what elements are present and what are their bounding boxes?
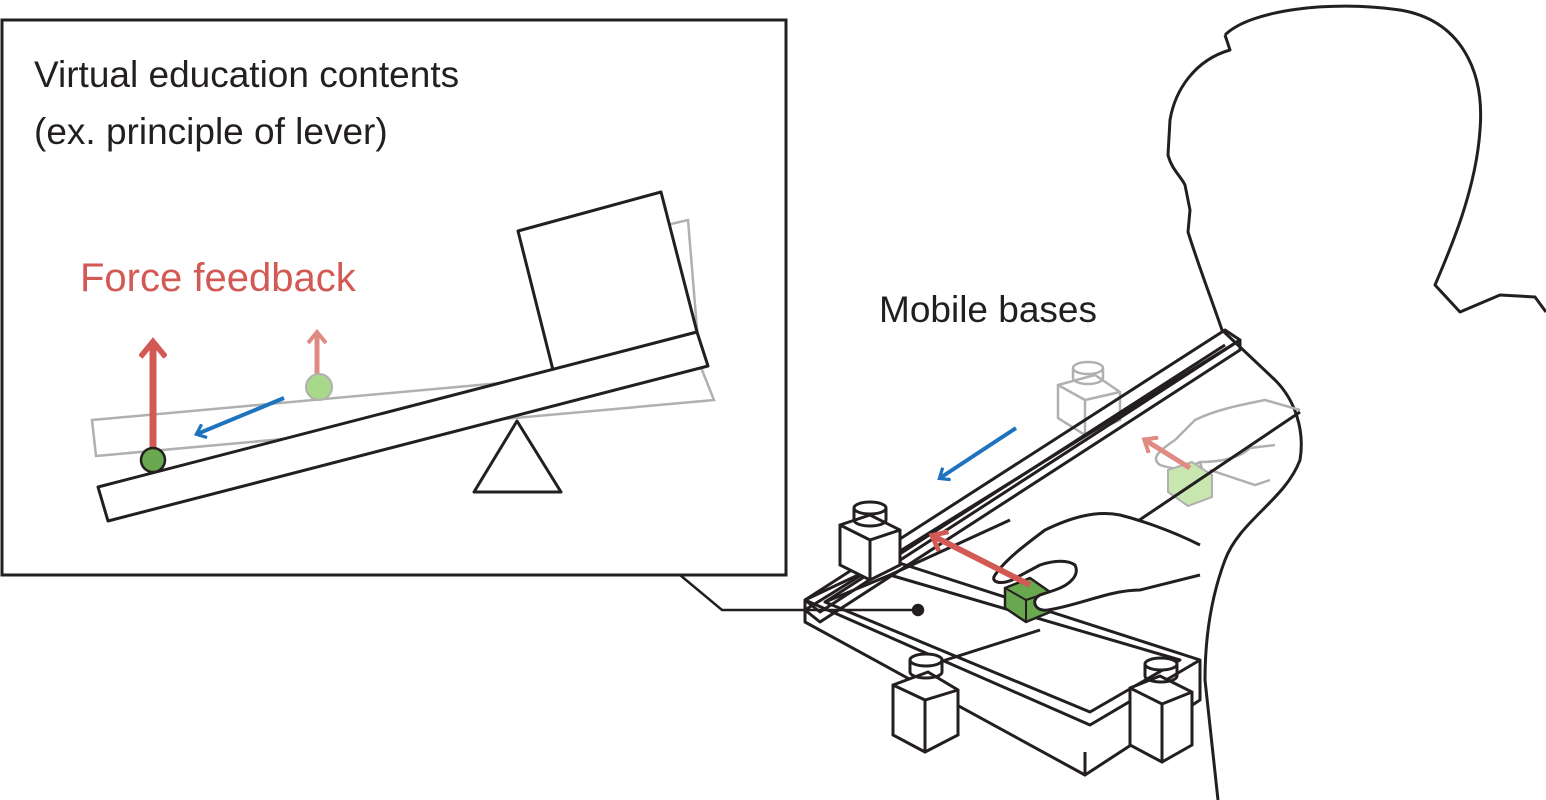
- mobile-bases-label: Mobile bases: [879, 289, 1098, 330]
- ghost-force-arrow: [1145, 440, 1192, 471]
- mobile-base-back-left: [838, 500, 902, 582]
- panel-title-line1: Virtual education contents: [34, 54, 460, 95]
- callout-leader: [679, 574, 925, 617]
- ghost-mobile-base: [1056, 360, 1122, 437]
- active-force-arrow: [933, 536, 1032, 588]
- solid-lever: [96, 190, 710, 523]
- panel-title-line2: (ex. principle of lever): [34, 111, 388, 152]
- mobile-base-front-right: [1128, 656, 1194, 764]
- lever-ball: [139, 446, 167, 474]
- active-hand: [992, 511, 1201, 612]
- person-silhouette: [1166, 4, 1546, 800]
- lever-ghost-ball: [305, 373, 333, 401]
- scene-motion-arrow: [940, 426, 1018, 478]
- fulcrum-triangle: [472, 419, 563, 494]
- force-feedback-label: Force feedback: [80, 256, 356, 300]
- mobile-base-front-left: [891, 652, 960, 754]
- ghost-green-cube: [1167, 460, 1213, 508]
- lever-motion-arrow: [197, 396, 285, 434]
- lever-board-3d: [803, 328, 1301, 624]
